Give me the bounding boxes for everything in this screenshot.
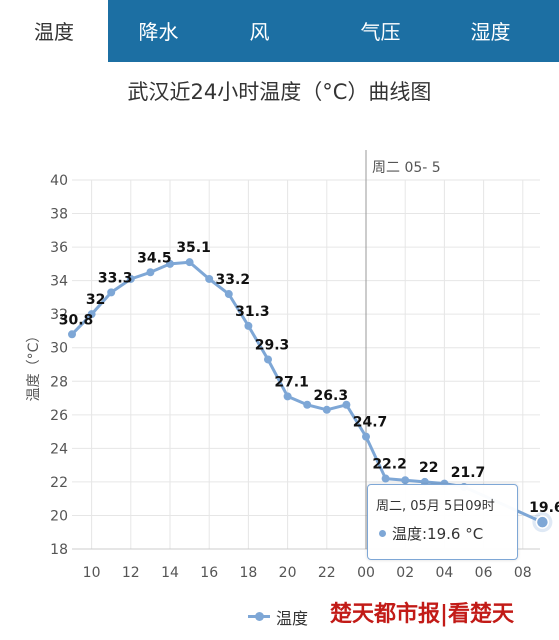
data-point xyxy=(205,274,214,283)
x-tick-label: 18 xyxy=(239,565,257,581)
day-marker-label: 周二 05- 5 xyxy=(372,160,441,176)
data-point xyxy=(381,474,390,483)
y-tick-label: 32 xyxy=(50,307,68,323)
y-tick-label: 18 xyxy=(50,542,68,558)
tooltip-series-dot xyxy=(379,530,386,537)
x-tick-label: 06 xyxy=(475,565,493,581)
data-label: 22 xyxy=(419,460,438,476)
data-point xyxy=(185,258,194,267)
x-tick-label: 08 xyxy=(514,565,532,581)
data-point xyxy=(224,290,233,299)
data-label: 24.7 xyxy=(353,415,388,431)
tab-wind[interactable]: 风 xyxy=(249,20,270,44)
y-tick-label: 22 xyxy=(50,475,68,491)
x-tick-label: 04 xyxy=(435,565,453,581)
tooltip: 周二, 05月 5日09时 温度:19.6 °C xyxy=(367,484,518,560)
x-tick-label: 02 xyxy=(396,565,414,581)
data-point xyxy=(535,515,550,529)
data-point xyxy=(303,400,312,409)
data-point xyxy=(401,476,410,485)
x-tick-label: 00 xyxy=(357,565,375,581)
y-tick-label: 40 xyxy=(50,173,68,189)
x-tick-label: 14 xyxy=(161,565,179,581)
data-label: 33.3 xyxy=(98,270,133,286)
data-point xyxy=(166,259,174,268)
data-point xyxy=(420,477,429,486)
data-label: 33.2 xyxy=(216,272,251,288)
data-point xyxy=(362,432,370,441)
data-label: 22.2 xyxy=(372,457,407,473)
data-point xyxy=(68,330,76,339)
data-point xyxy=(322,405,331,414)
tab-precipitation[interactable]: 降水 xyxy=(138,20,179,44)
tab-bar: 温度 降水 风 气压 湿度 xyxy=(0,0,559,62)
chart-title: 武汉近24小时温度（°C）曲线图 xyxy=(127,80,432,104)
data-label: 19.6 xyxy=(529,500,559,516)
y-axis-title: 温度（°C） xyxy=(26,329,42,402)
legend-label: 温度 xyxy=(276,609,309,628)
y-tick-label: 34 xyxy=(50,274,68,290)
y-tick-label: 24 xyxy=(50,441,68,457)
data-point xyxy=(126,274,135,283)
tab-humidity[interactable]: 湿度 xyxy=(470,20,511,44)
data-point xyxy=(107,288,116,297)
x-tick-label: 22 xyxy=(318,565,336,581)
data-label: 27.1 xyxy=(274,374,309,390)
x-tick-label: 16 xyxy=(200,565,218,581)
data-point xyxy=(283,392,292,401)
series-line xyxy=(70,260,544,524)
data-label: 34.5 xyxy=(137,250,172,266)
x-tick-label: 10 xyxy=(83,565,101,581)
data-label: 31.3 xyxy=(235,304,270,320)
y-tick-label: 28 xyxy=(50,374,68,390)
data-point xyxy=(87,310,96,319)
y-tick-label: 30 xyxy=(50,341,68,357)
data-label: 35.1 xyxy=(176,240,211,256)
data-point xyxy=(342,400,351,409)
data-label: 32 xyxy=(86,292,105,308)
x-tick-label: 20 xyxy=(279,565,297,581)
y-tick-label: 38 xyxy=(50,207,68,223)
data-label: 29.3 xyxy=(255,337,290,353)
tooltip-header: 周二, 05月 5日09时 xyxy=(376,499,495,514)
data-point xyxy=(146,268,155,277)
x-tick-label: 12 xyxy=(122,565,140,581)
data-label: 30.8 xyxy=(59,312,94,328)
y-tick-label: 20 xyxy=(50,508,68,524)
data-point xyxy=(264,355,272,364)
data-label: 26.3 xyxy=(314,388,349,404)
y-tick-label: 36 xyxy=(50,240,68,256)
y-tick-label: 26 xyxy=(50,408,68,424)
data-label: 21.7 xyxy=(451,465,486,481)
tab-pressure[interactable]: 气压 xyxy=(360,20,401,44)
legend-dot-icon xyxy=(255,612,264,621)
watermark: 楚天都市报|看楚天 xyxy=(330,601,515,627)
tooltip-value: 温度:19.6 °C xyxy=(392,525,484,543)
data-point xyxy=(244,321,253,330)
tab-temperature[interactable]: 温度 xyxy=(0,0,108,62)
